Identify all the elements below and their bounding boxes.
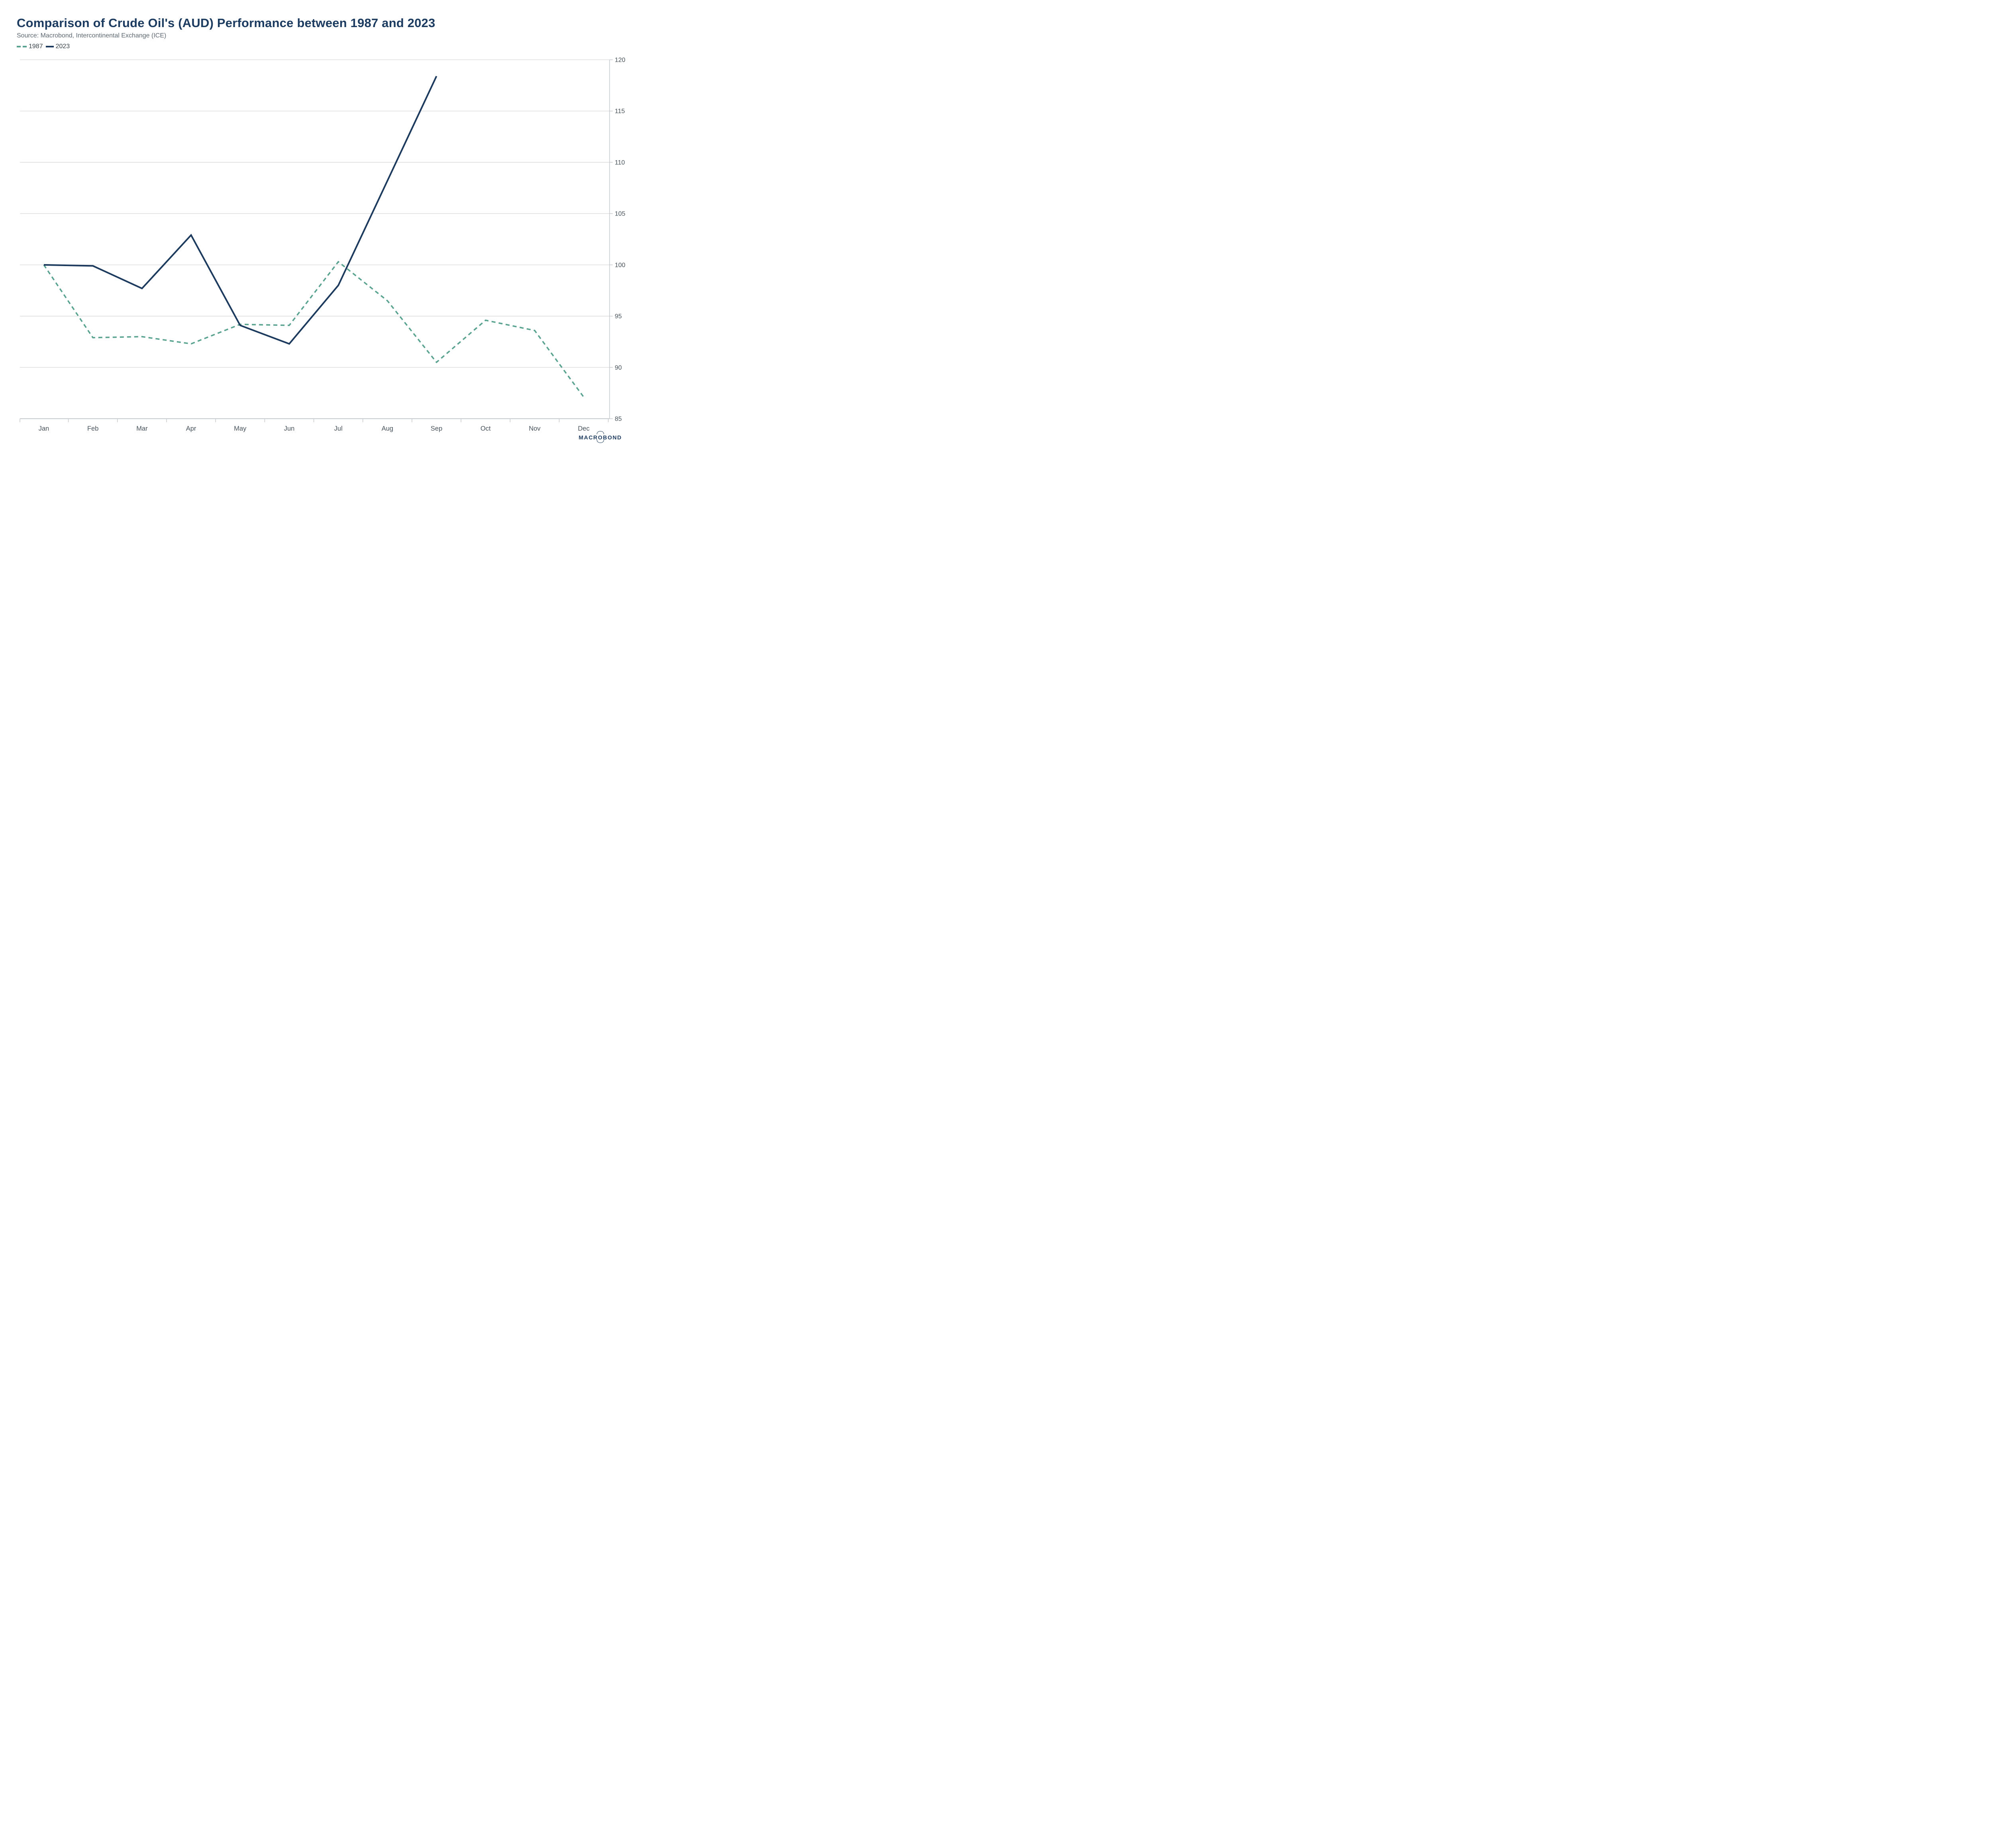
macrobond-logo: MACROBOND: [578, 434, 622, 441]
legend-dashed-line-icon: [17, 46, 27, 47]
legend-label-1987: 1987: [29, 43, 43, 50]
legend-solid-line-icon: [45, 45, 54, 48]
month-label: Jul: [334, 425, 343, 432]
month-label: Dec: [578, 425, 590, 432]
chart-legend: 1987 2023: [17, 43, 70, 50]
y-tick-label: 100: [615, 262, 625, 268]
line-chart: 85 90 95 100 105 110 115 120 Jan Feb Mar Apr May Jun J…: [20, 57, 625, 432]
month-label: Aug: [382, 425, 393, 432]
month-label: Feb: [87, 425, 98, 432]
logo-text-post: BOND: [603, 434, 622, 441]
series-line-2023: [43, 76, 437, 345]
chart-source: Source: Macrobond, Intercontinental Exch…: [17, 32, 167, 39]
y-tick-label: 120: [615, 57, 625, 64]
logo-text-pre: MACR: [578, 434, 598, 441]
series-line-1987: [43, 261, 584, 398]
month-label: Mar: [136, 425, 148, 432]
month-label: Nov: [529, 425, 541, 432]
logo-text-o: O: [598, 434, 603, 441]
y-tick-label: 105: [615, 211, 625, 218]
y-tick-label: 85: [615, 416, 622, 423]
month-label: Apr: [186, 425, 196, 432]
chart-page: Comparison of Crude Oil's (AUD) Performa…: [0, 0, 637, 462]
month-label: May: [234, 425, 247, 432]
chart-title: Comparison of Crude Oil's (AUD) Performa…: [17, 16, 435, 30]
y-tick-label: 95: [615, 313, 622, 320]
month-label: Jun: [284, 425, 295, 432]
legend-label-2023: 2023: [55, 43, 70, 50]
month-label: Jan: [39, 425, 49, 432]
month-label: Oct: [480, 425, 491, 432]
month-label: Sep: [431, 425, 442, 432]
logo-o-icon: O: [598, 434, 603, 441]
y-tick-label: 110: [615, 159, 625, 166]
y-tick-label: 115: [615, 108, 625, 115]
legend-item-1987: 1987: [17, 43, 43, 50]
legend-item-2023: 2023: [45, 43, 70, 50]
y-tick-label: 90: [615, 365, 622, 371]
